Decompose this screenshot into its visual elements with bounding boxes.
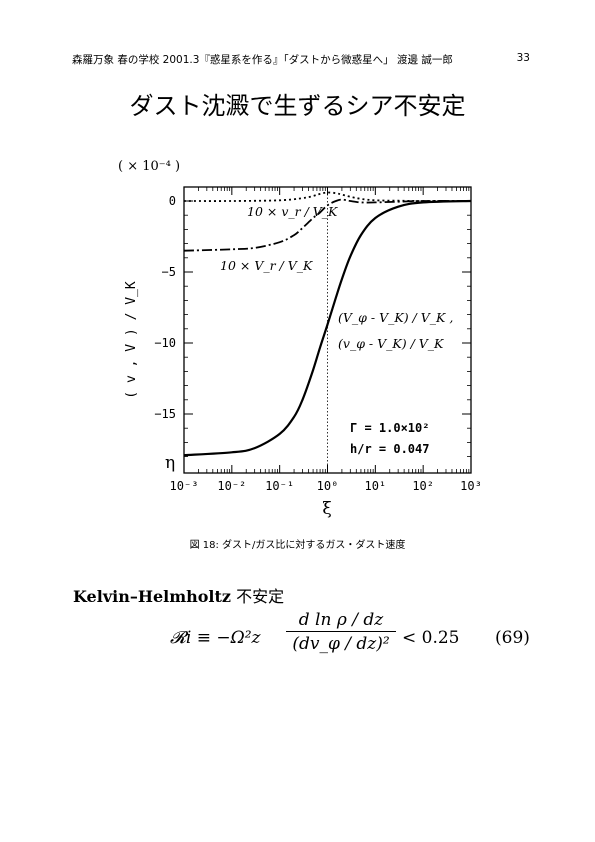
x-tick-label: 10² xyxy=(412,479,434,493)
section-heading: Kelvin–Helmholtz 不安定 xyxy=(73,583,284,607)
section-title-jp: 不安定 xyxy=(230,587,285,606)
label-Vr: 10 × V_r / V_K xyxy=(220,258,313,273)
x-tick-label: 10⁰ xyxy=(317,479,339,493)
running-header-text: 森羅万象 春の学校 2001.3『惑星系を作る』「ダストから微惑星へ」 渡邊 誠… xyxy=(72,54,453,66)
eta-label: η xyxy=(165,453,175,473)
azimuthal-velocity-curve xyxy=(183,199,472,457)
running-header: 森羅万象 春の学校 2001.3『惑星系を作る』「ダストから微惑星へ」 渡邊 誠… xyxy=(72,52,530,67)
y-scale-label: ( × 10⁻⁴ ) xyxy=(118,159,180,174)
y-tick-label: 0 xyxy=(169,194,176,208)
slide-title: ダスト沈澱で生ずるシア不安定 xyxy=(129,92,466,120)
equation-denominator: (dv_φ / dz)² xyxy=(292,634,390,654)
section-title: Kelvin–Helmholtz xyxy=(73,587,231,606)
x-tick-label: 10⁻² xyxy=(217,479,246,493)
page-number: 33 xyxy=(516,52,530,64)
param-hr: h/r = 0.047 xyxy=(350,442,429,456)
x-tick-label: 10¹ xyxy=(364,479,386,493)
y-tick-label: −15 xyxy=(154,407,176,421)
axis-ticks: 10⁻³ 10⁻² 10⁻¹ 10⁰ 10¹ 10² 10³ 0 −5 −10 −15 xyxy=(154,187,482,493)
label-vphi: (v_φ - V_K) / V_K xyxy=(338,336,444,351)
x-tick-label: 10⁻¹ xyxy=(265,479,294,493)
equation-numerator: d ln ρ / dz xyxy=(286,610,396,632)
x-tick-label: 10⁻³ xyxy=(170,479,199,493)
figure-caption: 図 18: ダスト/ガス比に対するガス・ダスト速度 xyxy=(189,540,406,551)
data-curves xyxy=(183,187,472,473)
label-vr: 10 × v_r / V_K xyxy=(247,204,338,219)
x-tick-label: 10³ xyxy=(460,479,482,493)
y-tick-label: −10 xyxy=(154,336,176,350)
equation-rhs: < 0.25 xyxy=(402,628,460,648)
radial-gas-velocity-curve xyxy=(183,198,472,252)
y-axis-label: ( v , V ) / V_K xyxy=(124,281,139,399)
y-tick-label: −5 xyxy=(162,265,176,279)
equation-lhs: 𝓡i ≡ −Ω²z xyxy=(170,628,261,648)
x-axis-label: ξ xyxy=(322,499,331,519)
equation-number: (69) xyxy=(495,628,530,648)
param-gamma: Γ = 1.0×10² xyxy=(350,421,429,435)
label-Vphi: (V_φ - V_K) / V_K , xyxy=(338,310,453,325)
